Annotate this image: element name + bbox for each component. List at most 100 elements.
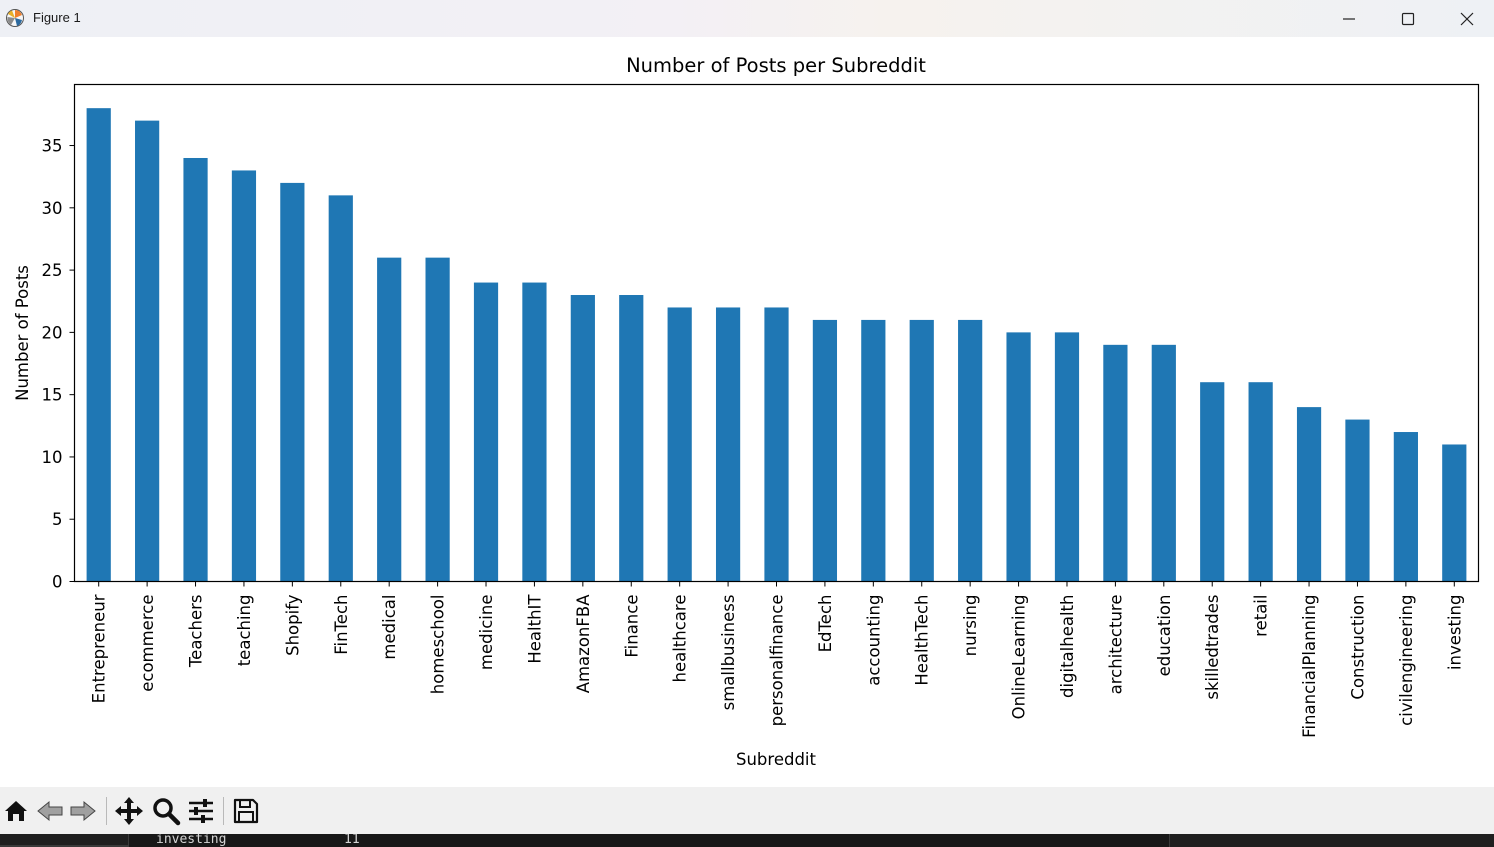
back-arrow-icon [37, 800, 63, 822]
bar-smallbusiness [715, 307, 741, 582]
background-console: investing 11 [0, 834, 1494, 847]
bar-EdTech [812, 319, 838, 582]
x-tick-label: FinancialPlanning [1300, 595, 1319, 738]
x-tick-label: medical [380, 595, 399, 660]
pan-button[interactable] [113, 795, 145, 827]
x-tick-label: Construction [1348, 595, 1367, 700]
zoom-magnifier-icon [153, 798, 181, 826]
minimize-button[interactable] [1320, 0, 1378, 37]
x-tick-label: FinTech [332, 595, 351, 655]
x-tick-label: teaching [235, 595, 254, 667]
navigation-toolbar [0, 787, 1494, 834]
x-tick-label: EdTech [816, 595, 835, 653]
forward-arrow-icon [70, 800, 96, 822]
toolbar-separator [106, 797, 107, 825]
home-icon [5, 801, 27, 821]
x-tick-label: Shopify [283, 594, 302, 656]
bar-nursing [958, 319, 983, 582]
bar-civilengineering [1393, 432, 1418, 582]
bar-chart: Number of Posts per Subreddit Subreddit … [13, 54, 1480, 769]
bar-skilledtrades [1200, 382, 1225, 582]
bar-Finance [619, 295, 644, 582]
save-floppy-icon [233, 798, 259, 824]
bar-personalfinance [764, 307, 789, 582]
y-tick-label: 25 [42, 261, 63, 280]
configure-subplots-icon [189, 799, 213, 823]
bar-Construction [1345, 419, 1370, 582]
x-tick-label: skilledtrades [1203, 595, 1222, 700]
x-tick-label: accounting [864, 595, 883, 686]
x-tick-label: AmazonFBA [574, 594, 593, 693]
x-tick-label: Finance [622, 595, 641, 658]
bar-OnlineLearning [1006, 332, 1031, 582]
x-axis-label: Subreddit [736, 750, 817, 769]
bar-Entrepreneur [86, 108, 111, 582]
pan-move-icon [115, 797, 143, 825]
console-divider [0, 845, 128, 847]
y-tick-label: 20 [42, 323, 63, 342]
matplotlib-app-icon [6, 9, 24, 27]
x-tick-label: digitalhealth [1058, 595, 1077, 699]
y-tick-label: 10 [42, 448, 63, 467]
bars-layer [86, 108, 1467, 582]
y-axis-label: Number of Posts [13, 265, 32, 401]
bar-medical [377, 257, 402, 582]
y-tick-label: 30 [42, 199, 63, 218]
x-tick-label: HealthTech [913, 595, 932, 686]
bar-investing [1442, 444, 1467, 582]
console-row-value: 11 [344, 834, 360, 847]
maximize-icon [1401, 12, 1415, 25]
bar-FinancialPlanning [1296, 407, 1322, 582]
x-tick-label: medicine [477, 595, 496, 671]
bar-healthcare [667, 307, 692, 582]
x-tick-label: HealthIT [525, 594, 544, 664]
bar-education [1151, 344, 1176, 582]
console-row-label: investing [156, 834, 227, 847]
plot-frame [73, 83, 1480, 583]
chart-title: Number of Posts per Subreddit [626, 54, 926, 77]
bar-architecture [1103, 344, 1128, 582]
window-title: Figure 1 [33, 10, 81, 25]
window-title-bar: Figure 1 [0, 0, 1494, 37]
x-tick-label: Entrepreneur [90, 594, 109, 703]
y-ticks: 0 5 10 15 20 25 30 35 [42, 137, 75, 592]
bar-Shopify [280, 182, 305, 582]
bar-homeschool [425, 257, 450, 582]
configure-subplots-button[interactable] [185, 795, 217, 827]
save-button[interactable] [230, 795, 262, 827]
bar-HealthIT [522, 282, 547, 582]
console-pane: investing 11 [128, 834, 1170, 847]
x-tick-label: OnlineLearning [1010, 595, 1029, 720]
bar-digitalhealth [1054, 332, 1080, 582]
x-tick-label: healthcare [671, 595, 690, 683]
forward-button[interactable] [67, 795, 99, 827]
x-ticks: Entrepreneur ecommerce Teachers teaching Sho… [90, 581, 1464, 738]
toolbar-separator [223, 797, 224, 825]
x-tick-label: homeschool [429, 595, 448, 695]
bar-FinTech [328, 195, 353, 582]
x-tick-label: nursing [961, 595, 980, 657]
y-tick-label: 5 [52, 510, 63, 529]
bar-AmazonFBA [570, 295, 595, 582]
close-button[interactable] [1438, 0, 1494, 37]
figure-canvas[interactable]: Number of Posts per Subreddit Subreddit … [0, 37, 1494, 787]
bar-Teachers [183, 157, 208, 582]
bar-HealthTech [909, 319, 934, 582]
x-tick-label: civilengineering [1397, 595, 1416, 726]
x-tick-label: investing [1445, 595, 1464, 671]
x-tick-label: personalfinance [768, 595, 787, 727]
maximize-button[interactable] [1379, 0, 1437, 37]
bar-retail [1248, 382, 1273, 582]
back-button[interactable] [34, 795, 66, 827]
y-tick-label: 0 [52, 573, 63, 592]
y-tick-label: 15 [42, 386, 63, 405]
y-tick-label: 35 [42, 137, 63, 156]
x-tick-label: Teachers [187, 595, 206, 669]
bar-teaching [231, 170, 257, 582]
x-tick-label: ecommerce [138, 595, 157, 692]
x-tick-label: smallbusiness [719, 595, 738, 711]
bar-ecommerce [135, 120, 160, 582]
bar-medicine [473, 282, 499, 582]
zoom-button[interactable] [150, 795, 182, 827]
home-button[interactable] [0, 795, 32, 827]
